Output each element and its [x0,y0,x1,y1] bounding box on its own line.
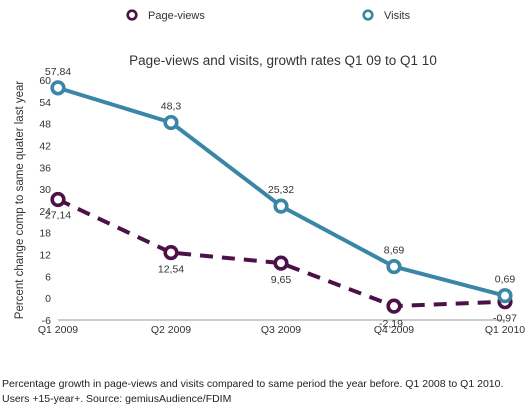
y-tick-label: 42 [39,140,51,152]
legend-item-page-views: Page-views [126,9,205,22]
data-label-page-views: 12,54 [158,264,184,276]
data-label-visits: 8,69 [384,245,405,257]
y-tick-label: 30 [39,184,51,196]
data-label-visits: 0,69 [495,274,516,286]
legend-marker-page-views [126,9,138,21]
y-tick-label: 0 [45,293,51,305]
x-tick-label: Q1 2009 [38,324,78,336]
y-tick-label: 54 [39,97,51,109]
data-point-visits [163,114,179,131]
data-point-page-views [163,244,179,261]
data-point-visits [273,198,289,214]
data-point-visits [50,80,66,96]
y-axis-label: Percent change comp to same quater last … [14,81,26,320]
y-tick-label: 6 [45,271,51,283]
data-point-page-views [50,191,66,208]
y-tick-label: 24 [39,206,51,218]
y-tick-label: -6 [42,315,51,327]
data-label-page-views: 27,14 [45,209,71,221]
legend-label: Visits [384,10,411,22]
x-tick-label: Q2 2009 [151,324,191,336]
series-layer [50,80,513,314]
figure-caption: Percentage growth in page-views and visi… [2,378,504,405]
axes: -6 0 6 12 18 24 30 36 42 48 54 60 Q1 2009 Q2 2009 Q3 2… [38,75,525,336]
data-point-page-views [273,255,289,271]
y-tick-label: 60 [39,75,51,87]
x-tick-label: Q4 2009 [374,324,414,336]
data-label-page-views: -0,97 [493,313,517,325]
y-tick-label: 36 [39,162,51,174]
data-label-visits: 25,32 [268,184,294,196]
data-labels: 27,14 12,54 9,65 -2,19 -0,97 57,84 48,3 25,32 8,… [45,66,517,330]
legend-label: Page-views [148,10,205,22]
legend-item-visits: Visits [362,9,411,22]
data-label-page-views: 9,65 [271,274,292,286]
x-tick-label: Q3 2009 [261,324,301,336]
y-tick-label: 18 [39,228,51,240]
data-label-visits: 48,3 [161,101,182,113]
y-tick-label: 48 [39,119,51,131]
data-label-visits: 57,84 [45,66,71,78]
legend-marker-visits [362,9,374,21]
line-chart: Page-views Visits Page-views and visits, … [14,9,525,336]
data-point-visits [497,288,513,304]
chart-title: Page-views and visits, growth rates Q1 0… [129,53,437,68]
x-tick-label: Q1 2010 [485,324,525,336]
y-tick-label: 12 [39,250,51,262]
data-point-visits [386,258,402,275]
legend: Page-views Visits [126,9,411,22]
data-point-page-views [386,298,402,314]
data-label-page-views: -2,19 [379,318,403,330]
series-line-page-views [57,197,506,309]
